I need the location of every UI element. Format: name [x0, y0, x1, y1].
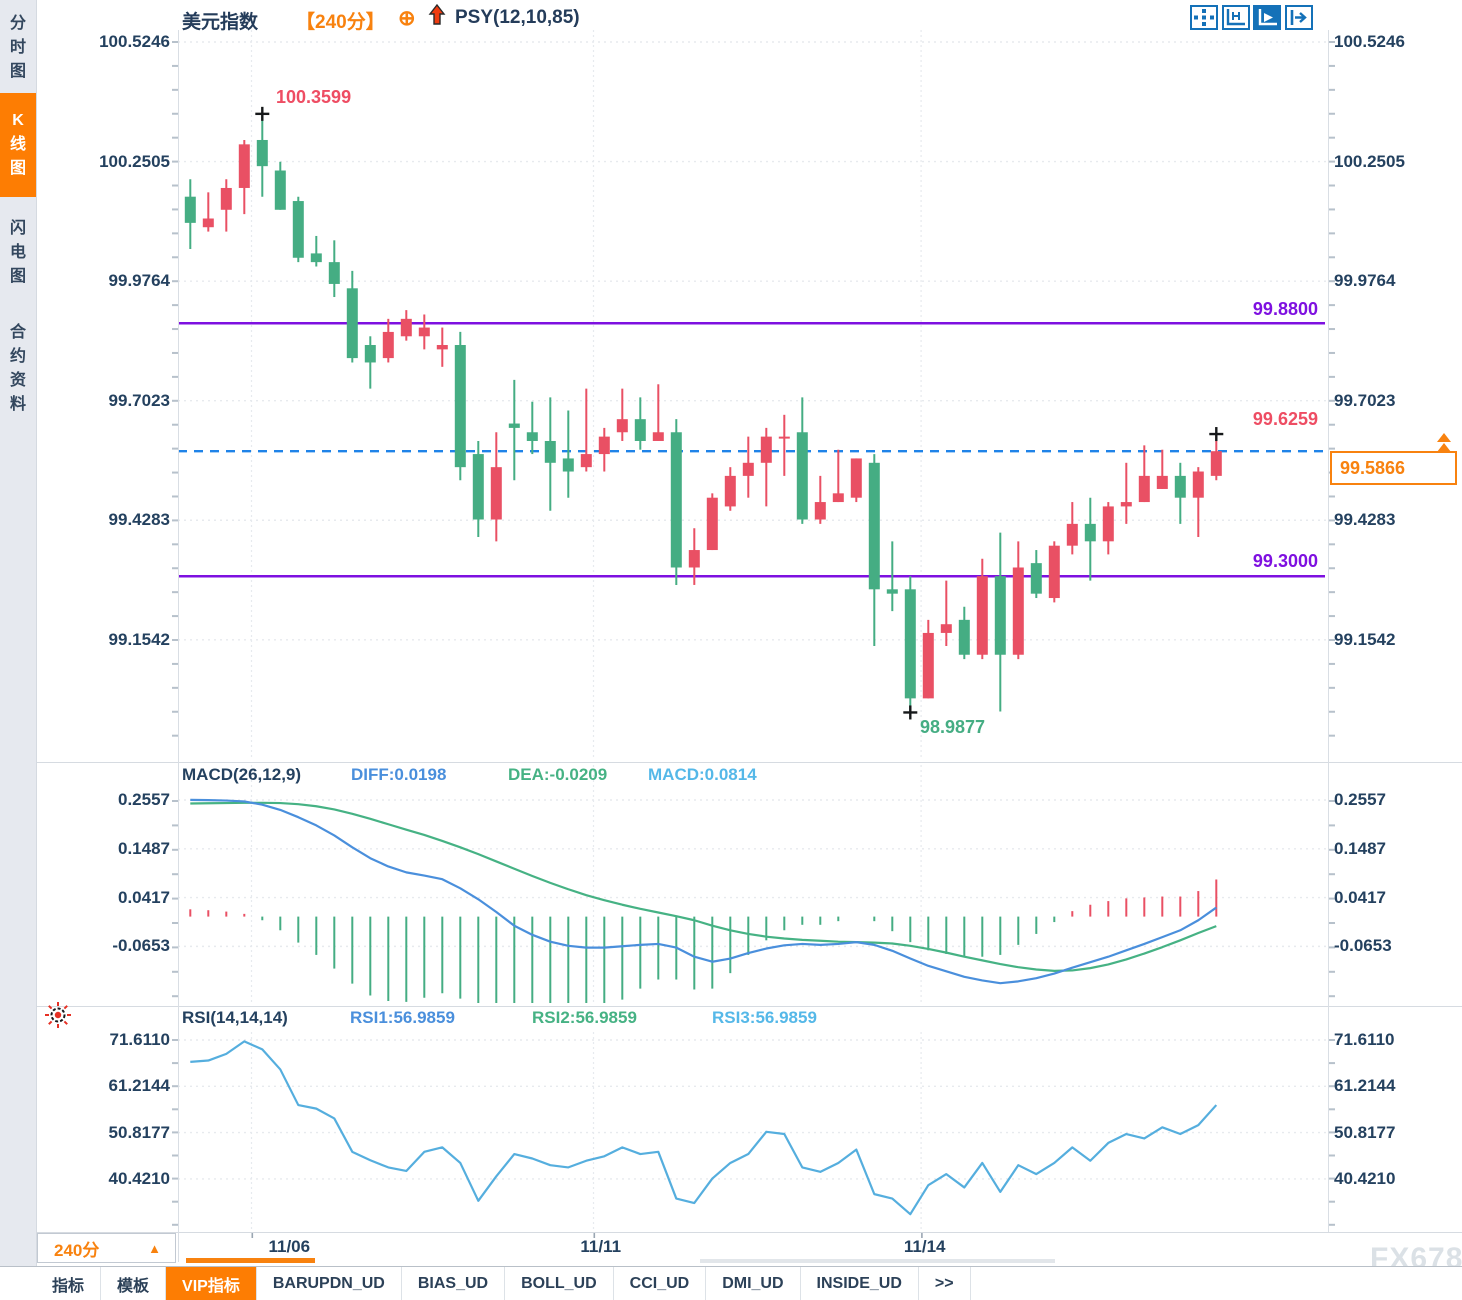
footer-tab-9[interactable]: INSIDE_UD: [801, 1267, 919, 1300]
scrollbar-track[interactable]: [700, 1259, 1055, 1263]
add-indicator-icon[interactable]: ⊕: [398, 7, 416, 30]
macd-dea-value: DEA:-0.0209: [508, 765, 608, 784]
footer-tab-3[interactable]: VIP指标: [166, 1267, 257, 1300]
support-line-label: 99.3000: [1252, 551, 1318, 571]
indicator-tabbar: 指标 模板 VIP指标 BARUPDN_UD BIAS_UD BOLL_UD CCI_UD D…: [0, 1266, 1462, 1300]
footer-tab-10[interactable]: >>: [919, 1267, 971, 1300]
pan-crosshair-icon[interactable]: [1190, 5, 1218, 30]
footer-tab-8[interactable]: DMI_UD: [706, 1267, 801, 1300]
sidebar-tab-1[interactable]: 分时图: [9, 15, 26, 80]
macd-title: MACD(26,12,9): [182, 765, 302, 784]
footer-tab-1[interactable]: 指标: [36, 1267, 102, 1300]
sun-icon[interactable]: [44, 1001, 72, 1034]
plot-right-border: [1328, 30, 1329, 1232]
plot-left-border: [178, 30, 179, 1262]
footer-tab-4[interactable]: BARUPDN_UD: [257, 1267, 402, 1300]
resistance-line-label: 99.8800: [1252, 299, 1318, 319]
footer-tab-5[interactable]: BIAS_UD: [402, 1267, 506, 1300]
rsi2-value: RSI2:56.9859: [532, 1008, 637, 1027]
period-label[interactable]: 【240分】: [296, 12, 385, 33]
indicator-title: PSY(12,10,85): [455, 7, 580, 28]
divider: [36, 1006, 1462, 1007]
period-selector-label: 240分: [54, 1240, 100, 1260]
sidebar-tab-3[interactable]: 闪电图: [9, 219, 26, 285]
axis-autoscale-icon[interactable]: [1253, 5, 1281, 30]
footer-tab-7[interactable]: CCI_UD: [614, 1267, 707, 1300]
high-price-label: 100.3599: [276, 87, 352, 107]
axis-range-icon[interactable]: [1222, 5, 1250, 30]
current-price-badge: 99.5866: [1330, 451, 1457, 485]
low-price-label: 98.9877: [920, 717, 986, 737]
macd-value: MACD:0.0814: [648, 765, 757, 784]
rsi-title: RSI(14,14,14): [182, 1008, 288, 1027]
footer-tab-6[interactable]: BOLL_UD: [505, 1267, 614, 1300]
chevron-up-icon: ▲: [148, 1240, 161, 1256]
footer-tab-2[interactable]: 模板: [101, 1267, 167, 1300]
divider: [36, 762, 1462, 763]
period-selector[interactable]: 240分 ▲: [37, 1233, 176, 1263]
last-high-label: 99.6259: [1252, 409, 1318, 429]
symbol-title: 美元指数: [182, 12, 259, 33]
price-up-arrow-icon: [1437, 443, 1451, 452]
sidebar-tab-4[interactable]: 合约资料: [9, 324, 26, 413]
macd-diff-value: DIFF:0.0198: [351, 765, 447, 784]
rsi1-value: RSI1:56.9859: [350, 1008, 455, 1027]
price-up-arrow-icon: [1437, 433, 1451, 442]
up-arrow-icon: [428, 3, 446, 31]
scrollbar-thumb[interactable]: [186, 1258, 315, 1263]
rsi3-value: RSI3:56.9859: [712, 1008, 817, 1027]
collapse-panel-icon[interactable]: [1285, 5, 1313, 30]
divider: [36, 1232, 1462, 1233]
